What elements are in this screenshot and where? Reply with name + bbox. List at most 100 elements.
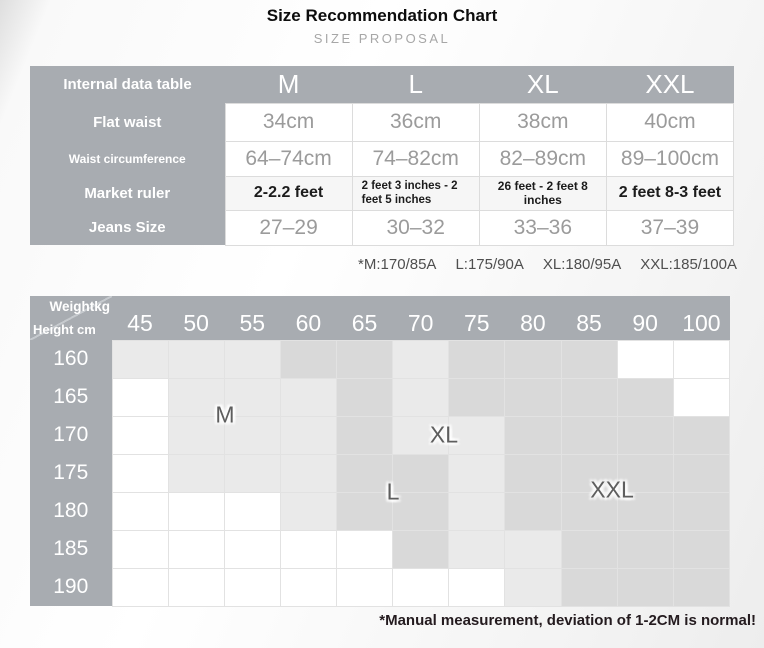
grid-cell (672, 339, 731, 379)
grid-cell (560, 491, 618, 531)
grid-cell (279, 453, 338, 493)
row-label: Flat waist (30, 103, 225, 141)
grid-cell (279, 339, 338, 379)
size-value-cell: 38cm (478, 102, 607, 142)
grid-cell (111, 529, 169, 569)
height-tick: 185 (30, 530, 112, 568)
grid-cell (616, 377, 674, 417)
weight-tick: 100 (673, 296, 730, 340)
grid-cell (223, 567, 281, 607)
size-value-cell: 82–89cm (478, 140, 607, 177)
grid-cell (392, 415, 450, 455)
grid-cell (167, 567, 225, 607)
weight-tick: 75 (448, 296, 505, 340)
grid-cell (504, 491, 562, 531)
grid-body: 160 165 170 175 180 185 190 (30, 339, 731, 607)
size-table-head: Internal data table M L XL XXL (30, 66, 734, 103)
weight-tick: 50 (168, 296, 225, 340)
grid-cell (448, 529, 506, 569)
size-zone-label: XL (429, 421, 459, 448)
height-tick: 170 (30, 416, 112, 454)
grid-cell (223, 529, 281, 569)
grid-head: Weightkg Height cm 45 50 55 60 65 70 75 80 85 90 100 (30, 296, 730, 340)
grid-cell (167, 529, 225, 569)
footnote-item: *M:170/85A (358, 256, 437, 273)
grid-cell (448, 567, 506, 607)
weight-tick: 85 (561, 296, 618, 340)
height-tick: 165 (30, 378, 112, 416)
size-column-header: XXL (606, 66, 734, 103)
grid-cell (279, 491, 338, 531)
size-table-row: Flat waist 34cm 36cm 38cm 40cm (30, 102, 735, 142)
grid-cell (111, 491, 169, 531)
weight-tick: 60 (280, 296, 337, 340)
weight-tick: 45 (112, 296, 169, 340)
grid-cell (167, 491, 225, 531)
grid-cell (279, 377, 338, 417)
size-footnote: *M:170/85A L:175/90A XL:180/95A XXL:185/100… (30, 256, 737, 273)
size-table-row: Market ruler 2-2.2 feet 2 feet 3 inches - … (30, 175, 735, 211)
size-column-header: XL (479, 66, 607, 103)
grid-cell (672, 491, 731, 531)
grid-cell (392, 567, 450, 607)
grid-cell (504, 377, 562, 417)
grid-cell (392, 453, 450, 493)
grid-row: 185 (30, 529, 731, 569)
grid-cell (279, 529, 338, 569)
page-subtitle: SIZE PROPOSAL (313, 31, 451, 46)
size-value-cell: 30–32 (351, 209, 480, 246)
grid-cell (111, 567, 169, 607)
size-value-cell: 26 feet - 2 feet 8 inches (478, 175, 607, 211)
grid-cell (335, 567, 394, 607)
y-axis-label: Height cm (33, 322, 96, 337)
size-table-row: Waist circumference 64–74cm 74–82cm 82–89cm… (30, 140, 735, 177)
grid-axis-corner: Weightkg Height cm (30, 296, 112, 340)
grid-cell (111, 377, 169, 417)
grid-cell (672, 415, 731, 455)
grid-cell (335, 529, 394, 569)
grid-cell (560, 453, 618, 493)
grid-cell (167, 415, 225, 455)
grid-cell (672, 377, 731, 417)
footnote-item: L:175/90A (455, 256, 524, 273)
measurement-note: *Manual measurement, deviation of 1-2CM … (379, 612, 756, 629)
grid-cell (616, 529, 674, 569)
size-table-header-row: Internal data table M L XL XXL (30, 66, 734, 103)
grid-cell (448, 377, 506, 417)
size-table: Internal data table M L XL XXL Flat waist 34c… (30, 66, 735, 246)
size-value-cell: 40cm (605, 102, 735, 142)
grid-cell (504, 567, 562, 607)
grid-cell (335, 415, 394, 455)
grid-cell (560, 567, 618, 607)
size-value-cell: 33–36 (478, 209, 607, 246)
grid-cell (167, 453, 225, 493)
height-tick: 160 (30, 340, 112, 378)
size-column-header: M (225, 66, 353, 103)
grid-cell (223, 453, 281, 493)
grid-cell (560, 415, 618, 455)
footnote-item: XL:180/95A (542, 256, 622, 273)
size-zone-label: M (215, 401, 235, 428)
weight-tick: 65 (336, 296, 393, 340)
weight-tick: 80 (504, 296, 561, 340)
grid-cell (111, 415, 169, 455)
size-value-cell: 27–29 (224, 209, 353, 246)
grid-cell (504, 453, 562, 493)
grid-cell (392, 339, 450, 379)
grid-cell (167, 377, 225, 417)
grid-header-row: Weightkg Height cm 45 50 55 60 65 70 75 80 85 90 100 (30, 296, 730, 340)
grid-cell (392, 529, 450, 569)
size-value-cell: 89–100cm (605, 140, 735, 177)
grid-cell (448, 453, 506, 493)
row-label: Waist circumference (30, 141, 225, 176)
grid-cell (560, 339, 618, 379)
height-tick: 190 (30, 568, 112, 606)
size-value-cell: 74–82cm (351, 140, 480, 177)
grid-cell (616, 339, 674, 379)
size-value-cell: 2-2.2 feet (224, 175, 353, 211)
row-label: Market ruler (30, 176, 225, 210)
grid-cell (279, 415, 338, 455)
size-value-cell: 34cm (224, 102, 353, 142)
grid-cell (616, 491, 674, 531)
grid-cell (448, 415, 506, 455)
